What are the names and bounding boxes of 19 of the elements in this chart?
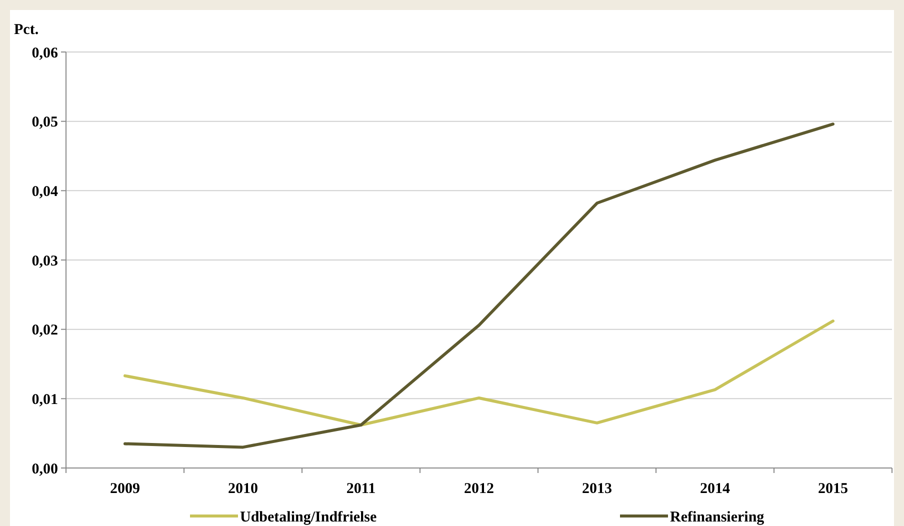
x-tick-label: 2015 xyxy=(818,481,848,497)
y-tick-label: 0,00 xyxy=(32,461,58,478)
legend-label: Udbetaling/Indfrielse xyxy=(240,509,378,526)
y-axis-title: Pct. xyxy=(14,22,39,38)
y-tick-label: 0,06 xyxy=(32,45,58,62)
line-series xyxy=(124,320,834,427)
x-tick-label: 2014 xyxy=(700,481,730,497)
y-tick-label: 0,01 xyxy=(32,392,58,408)
y-tick-label: 0,05 xyxy=(32,114,58,131)
x-tick-label: 2012 xyxy=(464,481,494,497)
legend-label: Refinansiering xyxy=(670,509,765,526)
y-tick-label: 0,02 xyxy=(32,322,58,339)
x-tick-label: 2011 xyxy=(346,481,376,497)
x-tick-label: 2013 xyxy=(582,481,612,497)
y-tick-label: 0,03 xyxy=(32,253,58,270)
y-tick-label: 0,04 xyxy=(32,184,58,200)
x-tick-label: 2010 xyxy=(228,481,258,497)
line-series xyxy=(124,122,834,449)
x-tick-label: 2009 xyxy=(110,481,140,497)
